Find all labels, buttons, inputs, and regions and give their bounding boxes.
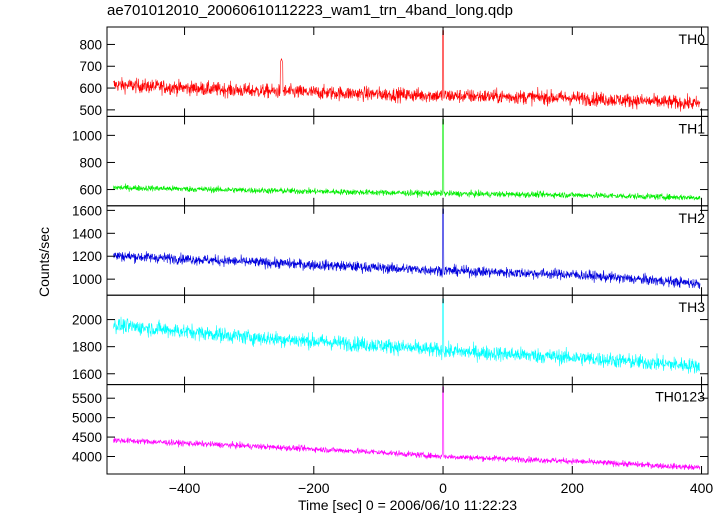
series-line-th1 (113, 118, 701, 201)
y-tick-label-th1: 1000 (72, 128, 102, 143)
y-tick-label-th3: 2000 (72, 313, 102, 328)
x-tick-label: 200 (561, 480, 585, 496)
panel-frame-th2 (106, 205, 709, 296)
y-tick-label-th0: 800 (79, 37, 102, 52)
y-tick-label-th1: 800 (79, 155, 102, 170)
panel-frame-th3 (106, 294, 709, 386)
y-tick-label-th1: 600 (79, 183, 102, 198)
x-tick-label: 0 (439, 480, 447, 496)
x-axis-label: Time [sec] 0 = 2006/06/10 11:22:23 (297, 497, 518, 513)
x-tick-label: 400 (690, 480, 714, 496)
y-tick-label-th0123: 5000 (72, 411, 102, 426)
y-tick-label-th3: 1600 (72, 367, 102, 382)
series-line-th2 (113, 207, 701, 289)
y-tick-label-th0123: 5500 (72, 391, 102, 406)
y-tick-label-th0: 600 (79, 81, 102, 96)
y-tick-label-th0: 700 (79, 59, 102, 74)
series-line-th0123 (113, 386, 701, 470)
y-tick-label-th2: 1200 (72, 249, 102, 264)
y-tick-label-th0123: 4000 (72, 450, 102, 465)
panel-label-th3: TH3 (679, 299, 706, 315)
x-tick-label: −400 (169, 480, 201, 496)
y-tick-label-th2: 1600 (72, 203, 102, 218)
y-tick-label-th0123: 4500 (72, 430, 102, 445)
panel-label-th0: TH0 (679, 31, 706, 47)
x-tick-label: −200 (298, 480, 330, 496)
y-tick-label-th2: 1000 (72, 272, 102, 287)
chart-title: ae701012010_20060610112223_wam1_trn_4ban… (107, 2, 513, 19)
panel-frame-th0 (106, 26, 709, 117)
panel-frame-th0123 (106, 384, 709, 475)
y-tick-label-th0: 500 (79, 103, 102, 118)
y-tick-label-th3: 1800 (72, 340, 102, 355)
y-axis-label: Counts/sec (36, 226, 52, 298)
series-line-th0 (113, 28, 701, 112)
y-tick-label-th2: 1400 (72, 226, 102, 241)
series-line-th3 (113, 297, 701, 374)
panel-label-th1: TH1 (679, 120, 706, 136)
panel-label-th0123: TH0123 (655, 389, 705, 405)
panel-label-th2: TH2 (679, 210, 706, 226)
